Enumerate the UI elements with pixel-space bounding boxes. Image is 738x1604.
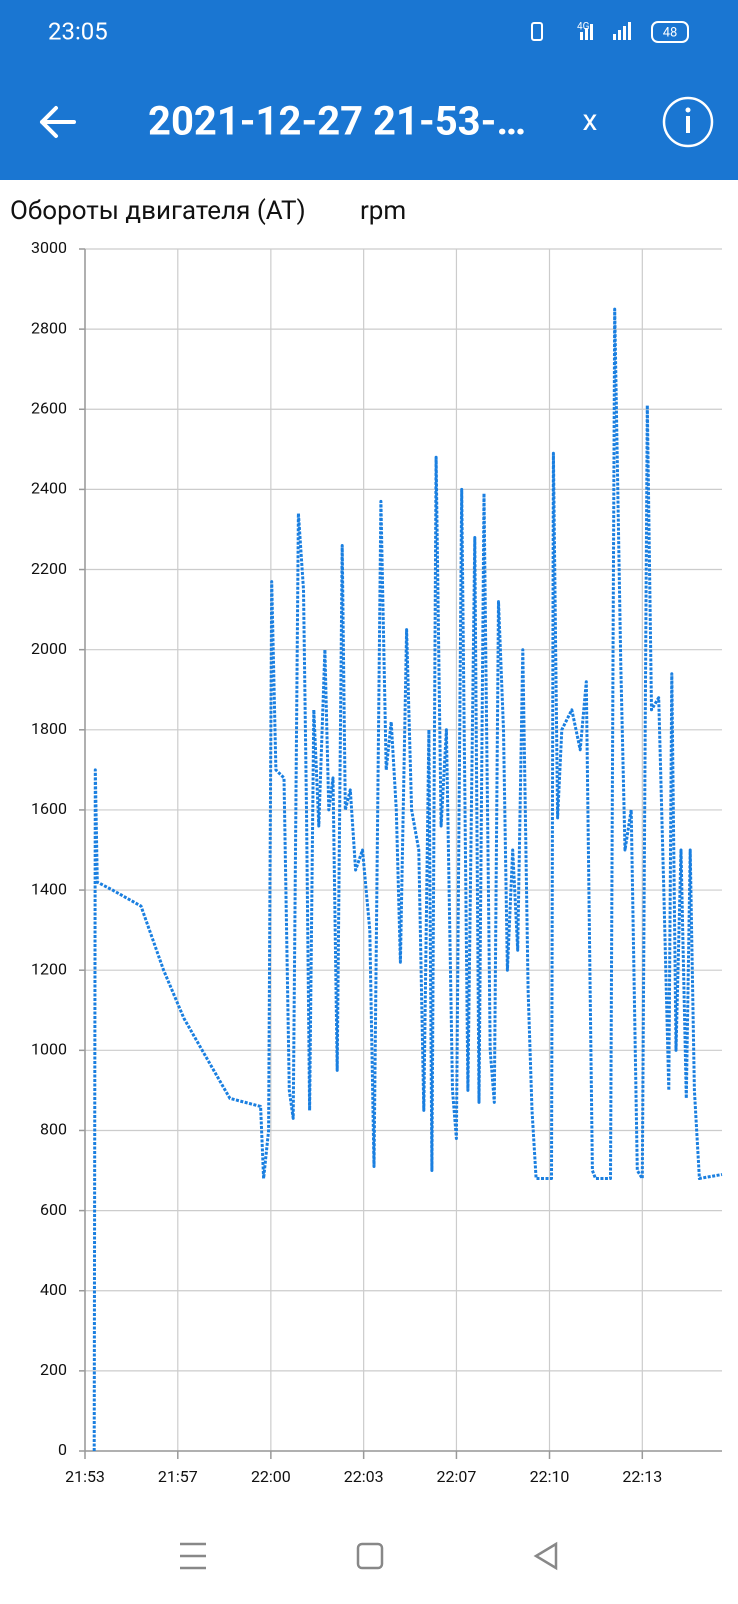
back-nav-button[interactable] <box>533 1541 558 1571</box>
back-button[interactable] <box>40 106 76 138</box>
vibrate-icon <box>531 22 543 41</box>
header-title: 2021-12-27 21-53-… <box>148 98 526 145</box>
y-tick-label: 1800 <box>31 719 67 738</box>
y-tick-label: 1200 <box>31 959 67 978</box>
y-tick-label: 1000 <box>31 1040 67 1059</box>
y-tick-label: 2200 <box>31 559 67 578</box>
network-type: 4G <box>577 22 590 33</box>
x-tick-label: 21:53 <box>65 1467 105 1486</box>
x-tick-label: 22:03 <box>344 1467 384 1486</box>
chart-unit: rpm <box>360 196 406 226</box>
y-tick-label: 400 <box>40 1280 67 1299</box>
x-tick-label: 22:10 <box>530 1467 570 1486</box>
app-bar <box>0 0 738 180</box>
y-tick-label: 0 <box>58 1440 67 1459</box>
plot: 0 200 400 600 800 1000 1200 1400 1600 1800 2000 220… <box>31 238 723 1486</box>
x-tick-label: 22:13 <box>622 1467 662 1486</box>
x-tick-label: 22:07 <box>437 1467 477 1486</box>
battery-icon <box>651 21 689 43</box>
y-tick-label: 1600 <box>31 799 67 818</box>
nav-bar <box>180 1541 558 1571</box>
y-tick-label: 1400 <box>31 879 67 898</box>
y-tick-label: 3000 <box>31 238 67 257</box>
y-tick-label: 600 <box>40 1200 67 1219</box>
close-button[interactable]: x <box>583 103 598 138</box>
status-time: 23:05 <box>48 17 108 45</box>
y-tick-label: 2600 <box>31 398 67 417</box>
home-button[interactable] <box>356 1542 384 1570</box>
x-tick-label: 21:57 <box>158 1467 198 1486</box>
y-tick-label: 200 <box>40 1360 67 1379</box>
y-tick-label: 2000 <box>31 639 67 658</box>
battery-level: 48 <box>663 25 678 40</box>
menu-button[interactable] <box>180 1542 206 1570</box>
y-tick-label: 2400 <box>31 479 67 498</box>
y-tick-label: 2800 <box>31 318 67 337</box>
y-tick-label: 800 <box>40 1120 67 1139</box>
chart-title: Обороты двигателя (AT) <box>10 196 306 226</box>
rpm-line <box>92 307 723 1452</box>
x-tick-label: 22:00 <box>251 1467 291 1486</box>
info-button[interactable] <box>662 96 714 148</box>
signal-icon <box>580 22 631 40</box>
